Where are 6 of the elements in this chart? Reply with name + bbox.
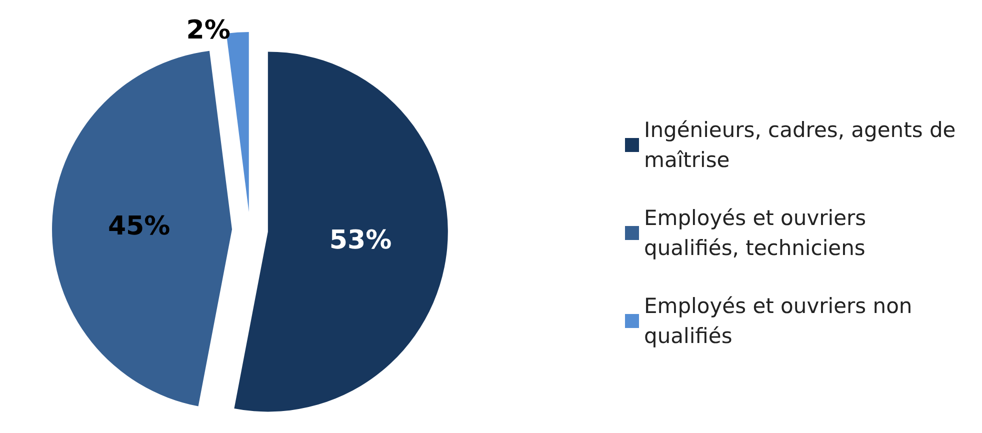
legend-label: Employés et ouvriers non qualifiés	[644, 294, 919, 348]
data-label: 45%	[108, 212, 170, 242]
legend-label: Ingénieurs, cadres, agents de maîtrise	[644, 118, 962, 172]
data-label: 53%	[329, 225, 392, 256]
data-label: 2%	[186, 15, 230, 46]
legend-label: Employés et ouvriers qualifiés, techniciens	[644, 206, 873, 260]
